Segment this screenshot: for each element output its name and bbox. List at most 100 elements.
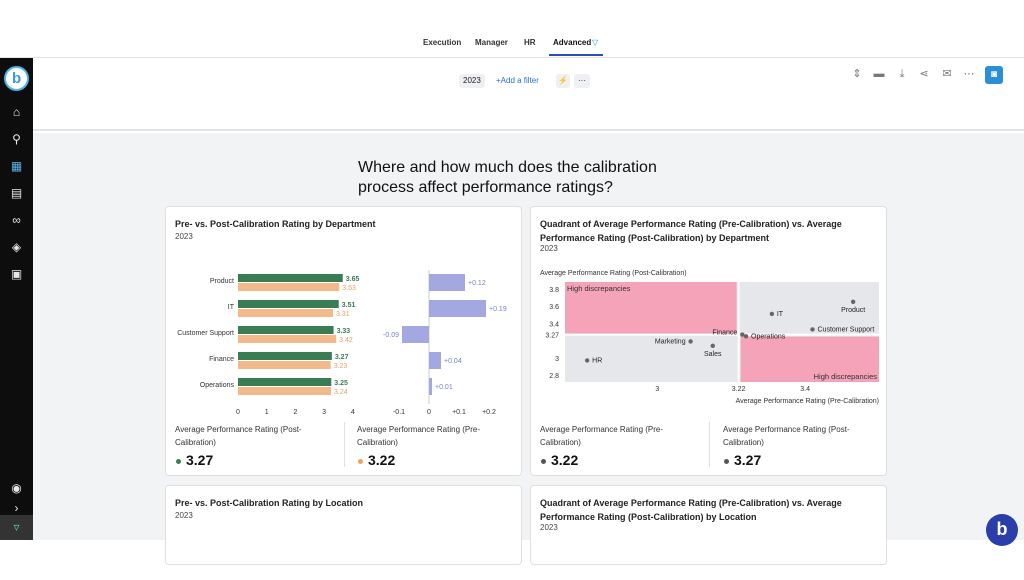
kpi-label: Average Performance Rating (Pre-Calibrat… — [357, 425, 481, 447]
diff-bar — [429, 300, 486, 317]
card-subtitle: 2023 — [175, 232, 193, 241]
x-tick-label: 3 — [322, 409, 326, 416]
point-label: IT — [777, 311, 784, 318]
tab-advanced[interactable]: Advanced — [553, 38, 592, 47]
pre-bar — [238, 387, 331, 395]
y-tick-label: 3.4 — [549, 321, 559, 328]
toolbar — [33, 58, 1024, 131]
tab-execution[interactable]: Execution — [423, 38, 462, 47]
point-label: Customer Support — [818, 326, 875, 333]
category-label: Finance — [209, 356, 234, 363]
dept-bar-chart: Product 3.65 3.53 IT 3.51 3.31 Customer Suppor… — [177, 270, 507, 416]
dept-quadrant-card: Quadrant of Average Performance Rating (… — [530, 206, 887, 476]
post-bar — [238, 352, 332, 360]
y-tick-label: 3.27 — [545, 333, 559, 340]
assistant-chat-button[interactable]: b — [986, 514, 1018, 546]
x-tick-label: +0.2 — [482, 409, 496, 416]
pre-value-label: 3.24 — [334, 389, 348, 396]
mail-icon[interactable]: ✉ — [942, 68, 952, 80]
sidebar: b ⌂ ⚲ ▦ ▤ ∞ ◈ ▣ ◉ › ▿ — [0, 58, 33, 540]
active-tab-indicator — [549, 54, 603, 56]
post-value-label: 3.51 — [342, 302, 356, 309]
bolt-button[interactable]: ⚡ — [556, 74, 570, 88]
diff-value-label: +0.19 — [489, 306, 507, 313]
diff-value-label: +0.12 — [468, 280, 486, 287]
expand-icon[interactable]: › — [14, 501, 19, 515]
tab-manager[interactable]: Manager — [475, 38, 508, 47]
diff-bar — [429, 352, 441, 369]
snapshot-icon[interactable]: ◙ — [985, 66, 1003, 84]
kpi-value: 3.22 — [551, 452, 579, 468]
layers-icon[interactable]: ◈ — [11, 240, 22, 254]
kpi-label: Average Performance Rating (Pre-Calibrat… — [540, 425, 664, 447]
add-filter-button[interactable]: +Add a filter — [496, 76, 539, 85]
scatter-point — [584, 358, 590, 363]
point-label: Finance — [712, 330, 737, 337]
legend-dot — [724, 459, 729, 464]
diff-value-label: +0.04 — [444, 358, 462, 365]
pre-bar — [238, 309, 333, 317]
card-subtitle: 2023 — [540, 523, 558, 532]
location-bar-card: Pre- vs. Post-Calibration Rating by Loca… — [165, 485, 522, 565]
scatter-point — [810, 327, 815, 332]
compress-icon[interactable]: ⇕ — [852, 68, 862, 80]
category-label: Product — [210, 278, 234, 285]
document-icon[interactable]: ▤ — [10, 186, 23, 200]
card-title: Pre- vs. Post-Calibration Rating by Loca… — [175, 498, 364, 508]
pre-bar — [238, 361, 331, 369]
y-tick-label: 3.8 — [549, 287, 559, 294]
post-bar — [238, 274, 343, 282]
pre-legend-dot — [358, 459, 363, 464]
user-icon[interactable]: ◉ — [11, 481, 22, 495]
comment-icon[interactable]: ▬ — [873, 68, 885, 80]
post-bar — [238, 326, 334, 334]
point-label: Marketing — [655, 338, 686, 345]
quadrant-highlight — [565, 282, 737, 334]
home-icon[interactable]: ⌂ — [12, 105, 21, 119]
book-icon[interactable]: ▦ — [10, 159, 23, 173]
diff-bar — [429, 378, 432, 395]
scatter-point — [688, 339, 693, 344]
card-title: Quadrant of Average Performance Rating (… — [540, 498, 842, 522]
y-tick-label: 3.6 — [549, 304, 559, 311]
search-icon[interactable]: ⚲ — [12, 132, 21, 146]
scatter-point — [850, 299, 856, 305]
diff-bar — [402, 326, 429, 343]
share-icon[interactable]: ⋖ — [919, 68, 929, 80]
more-filters-button[interactable]: ··· — [574, 74, 590, 88]
post-value-label: 3.25 — [334, 380, 348, 387]
card-subtitle: 2023 — [540, 244, 558, 253]
diff-value-label: +0.01 — [435, 384, 453, 391]
y-tick-label: 2.8 — [549, 373, 559, 380]
binoculars-icon[interactable]: ∞ — [12, 213, 21, 227]
kpi-value: 3.27 — [734, 452, 762, 468]
camera-icon[interactable]: ▣ — [10, 267, 23, 281]
x-tick-label: 3 — [655, 386, 659, 393]
pre-value-label: 3.31 — [336, 311, 350, 318]
year-filter-chip[interactable]: 2023 — [459, 74, 485, 88]
category-label: Customer Support — [177, 330, 234, 337]
scatter-point — [710, 343, 715, 348]
download-icon[interactable]: ⤓ — [899, 68, 905, 80]
location-quadrant-card: Quadrant of Average Performance Rating (… — [530, 485, 887, 565]
post-value-label: 3.65 — [346, 276, 360, 283]
dept-quadrant-chart: Average Performance Rating (Post-Calibra… — [540, 270, 879, 405]
x-tick-label: 3.4 — [800, 386, 810, 393]
pre-value-label: 3.53 — [342, 285, 356, 292]
x-tick-label: 1 — [265, 409, 269, 416]
x-tick-label: 3.22 — [732, 386, 746, 393]
x-tick-label: 2 — [293, 409, 297, 416]
quadrant-highlight — [740, 336, 879, 382]
point-label: Product — [841, 307, 865, 314]
sidebar-filter-button[interactable]: ▿ — [0, 515, 33, 540]
y-tick-label: 3 — [555, 356, 559, 363]
more-icon[interactable]: ⋯ — [963, 68, 975, 80]
kpi-value: 3.22 — [368, 452, 396, 468]
post-bar — [238, 378, 332, 386]
pre-bar — [238, 283, 340, 291]
point-label: Sales — [704, 351, 722, 358]
tab-hr[interactable]: HR — [524, 38, 536, 47]
scatter-point — [743, 334, 749, 339]
logo-icon[interactable]: b — [4, 66, 29, 91]
post-value-label: 3.27 — [335, 354, 349, 361]
